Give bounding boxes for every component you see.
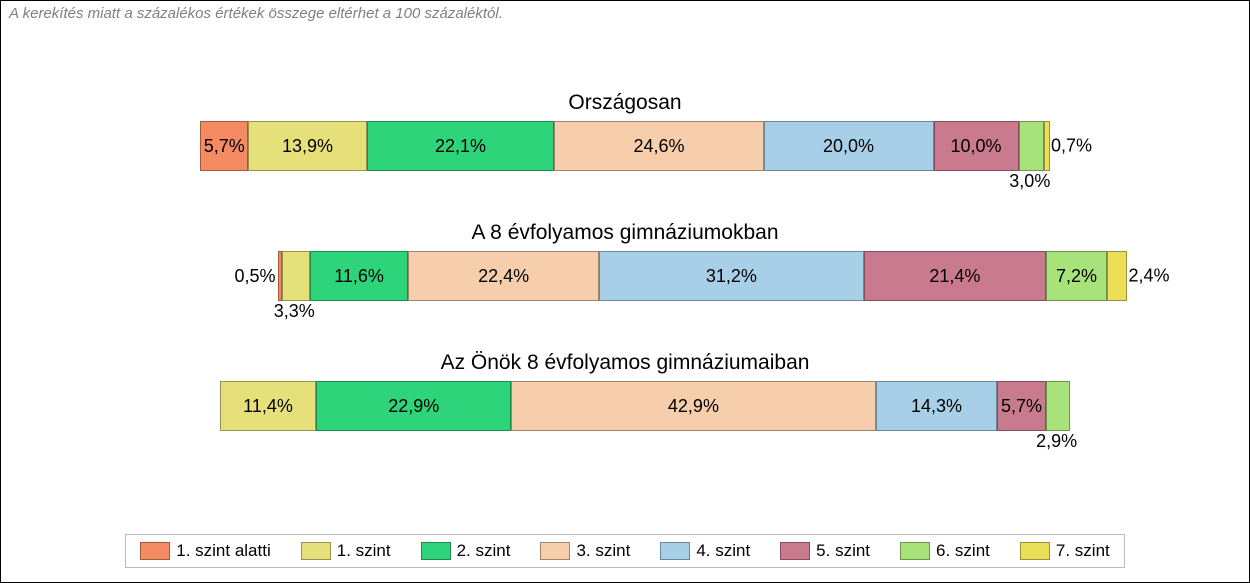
legend-label: 5. szint: [816, 541, 870, 561]
bar-segment: [282, 251, 310, 301]
stacked-bar: 11,4%22,9%42,9%14,3%5,7%: [220, 381, 1071, 431]
segment-label-ext: 2,4%: [1128, 266, 1169, 287]
bar-wrap: 11,4%22,9%42,9%14,3%5,7%2,9%: [220, 381, 1071, 453]
bar-segment: 5,7%: [200, 121, 248, 171]
legend-label: 1. szint alatti: [176, 541, 271, 561]
bar-segment: 14,3%: [876, 381, 998, 431]
bar-segment: 13,9%: [248, 121, 366, 171]
legend: 1. szint alatti 1. szint 2. szint 3. szint 4…: [1, 534, 1249, 568]
chart-row: A 8 évfolyamos gimnáziumokban11,6%22,4%3…: [1, 221, 1249, 323]
bar-segment: 2,4%: [1107, 251, 1127, 301]
legend-swatch: [421, 542, 451, 560]
chart-row: Az Önök 8 évfolyamos gimnáziumaiban 11,4%…: [1, 351, 1249, 453]
legend-label: 1. szint: [337, 541, 391, 561]
bar-segment: 0,7%: [1044, 121, 1050, 171]
legend-item: 2. szint: [421, 541, 511, 561]
bar-segment: 42,9%: [511, 381, 876, 431]
chart-row: Országosan 5,7%13,9%22,1%24,6%20,0%10,0% 0…: [1, 91, 1249, 193]
disclaimer-text: A kerekítés miatt a százalékos értékek ö…: [9, 5, 503, 22]
legend-label: 6. szint: [936, 541, 990, 561]
below-labels: 3,0%: [200, 171, 1050, 193]
legend-swatch: [301, 542, 331, 560]
bar-segment: 11,6%: [310, 251, 409, 301]
segment-label-below: 2,9%: [1036, 431, 1077, 452]
chart-area: Országosan5,7%13,9%22,1%24,6%20,0%10,0%0…: [1, 91, 1249, 481]
stacked-bar: 11,6%22,4%31,2%21,4%7,2%2,4%: [278, 251, 1128, 301]
legend-swatch: [900, 542, 930, 560]
legend-label: 3. szint: [576, 541, 630, 561]
legend-item: 3. szint: [540, 541, 630, 561]
bar-segment: 7,2%: [1046, 251, 1107, 301]
bar-segment: 20,0%: [764, 121, 934, 171]
bar-segment: 22,1%: [367, 121, 555, 171]
bar-segment: 11,4%: [220, 381, 317, 431]
row-title: Az Önök 8 évfolyamos gimnáziumaiban: [1, 351, 1249, 375]
bar-segment: 22,4%: [408, 251, 598, 301]
segment-label-ext-left: 0,5%: [234, 266, 275, 287]
bar-segment: [1019, 121, 1045, 171]
bar-segment: 21,4%: [864, 251, 1046, 301]
legend-label: 7. szint: [1056, 541, 1110, 561]
bar-segment: 24,6%: [554, 121, 763, 171]
bar-segment: 5,7%: [997, 381, 1045, 431]
stacked-bar: 5,7%13,9%22,1%24,6%20,0%10,0% 0,7%: [200, 121, 1050, 171]
legend-label: 4. szint: [696, 541, 750, 561]
segment-label-ext: 0,7%: [1051, 136, 1092, 157]
row-title: Országosan: [1, 91, 1249, 115]
chart-frame: A kerekítés miatt a százalékos értékek ö…: [0, 0, 1250, 583]
bar-segment: 31,2%: [599, 251, 864, 301]
legend-inner: 1. szint alatti 1. szint 2. szint 3. szint 4…: [125, 534, 1125, 568]
bar-segment: 10,0%: [934, 121, 1019, 171]
bar-segment: [1046, 381, 1071, 431]
legend-swatch: [1020, 542, 1050, 560]
legend-item: 5. szint: [780, 541, 870, 561]
legend-swatch: [660, 542, 690, 560]
segment-label-below: 3,3%: [274, 301, 315, 322]
segment-label-below: 3,0%: [1009, 171, 1050, 192]
legend-item: 4. szint: [660, 541, 750, 561]
legend-item: 1. szint: [301, 541, 391, 561]
below-labels: 3,3%: [278, 301, 1128, 323]
legend-label: 2. szint: [457, 541, 511, 561]
bar-segment: 22,9%: [316, 381, 511, 431]
legend-swatch: [540, 542, 570, 560]
row-title: A 8 évfolyamos gimnáziumokban: [1, 221, 1249, 245]
legend-item: 7. szint: [1020, 541, 1110, 561]
legend-item: 6. szint: [900, 541, 990, 561]
legend-swatch: [780, 542, 810, 560]
bar-wrap: 11,6%22,4%31,2%21,4%7,2%2,4%0,5%3,3%: [278, 251, 1128, 323]
legend-item: 1. szint alatti: [140, 541, 271, 561]
legend-swatch: [140, 542, 170, 560]
below-labels: 2,9%: [220, 431, 1071, 453]
bar-wrap: 5,7%13,9%22,1%24,6%20,0%10,0% 0,7%3,0%: [200, 121, 1050, 193]
